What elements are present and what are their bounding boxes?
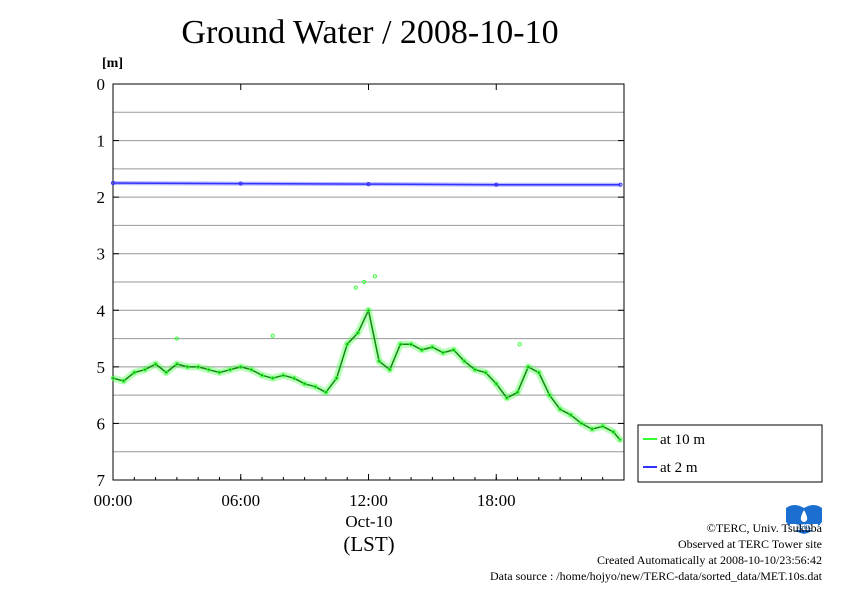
data-point-at-10-m bbox=[217, 370, 222, 375]
outlier-point-at-10-m bbox=[353, 285, 358, 290]
data-point-at-10-m bbox=[153, 361, 158, 367]
data-point-at-10-m bbox=[515, 390, 520, 395]
data-point-at-10-m bbox=[313, 384, 318, 389]
credit-datasource: Data source : /home/hojyo/new/TERC-data/… bbox=[489, 569, 822, 583]
x-date-label: Oct-10 bbox=[345, 512, 392, 531]
data-point-at-10-m bbox=[483, 370, 488, 375]
x-tick-label-1200: 12:00 bbox=[349, 491, 388, 510]
data-point-at-10-m bbox=[270, 376, 275, 381]
outlier-point-at-10-m bbox=[270, 333, 275, 338]
data-point-at-10-m bbox=[355, 330, 360, 336]
legend-label-at-2m: at 2 m bbox=[660, 460, 698, 476]
data-point-at-10-m bbox=[526, 364, 531, 369]
data-point-at-10-m bbox=[579, 421, 584, 426]
data-point-at-10-m bbox=[228, 367, 233, 372]
data-point-at-10-m bbox=[472, 367, 478, 372]
credit-observed: Observed at TERC Tower site bbox=[677, 537, 822, 551]
y-tick-label-4: 4 bbox=[97, 301, 106, 320]
data-point-at-10-m bbox=[259, 373, 265, 378]
data-point-at-10-m bbox=[281, 373, 286, 378]
y-ticks: 0 1 2 3 4 5 6 7 bbox=[97, 75, 624, 490]
data-point-at-10-m bbox=[451, 347, 456, 352]
x-ticks: 00:00 06:00 12:00 18:00 bbox=[94, 84, 625, 510]
legend: at 10 m at 2 m bbox=[637, 424, 823, 483]
data-point-at-2-m bbox=[366, 182, 371, 187]
grid-lines bbox=[113, 111, 624, 453]
y-tick-label-2: 2 bbox=[97, 188, 106, 207]
credits-block: ©TERC, Univ. Tsukuba Observed at TERC To… bbox=[490, 520, 822, 584]
x-tick-label-0600: 06:00 bbox=[221, 491, 260, 510]
data-point-at-2-m bbox=[110, 180, 116, 186]
y-tick-label-1: 1 bbox=[97, 132, 106, 151]
data-point-at-10-m bbox=[536, 370, 541, 375]
y-tick-label-0: 0 bbox=[97, 75, 106, 94]
y-axis-unit: [m] bbox=[102, 56, 123, 71]
data-point-at-10-m bbox=[377, 359, 382, 364]
data-point-at-10-m bbox=[142, 367, 148, 372]
data-point-at-10-m bbox=[291, 376, 297, 381]
outlier-point-at-10-m bbox=[372, 274, 377, 279]
x-tick-label-1800: 18:00 bbox=[477, 491, 516, 510]
data-point-at-10-m bbox=[132, 370, 137, 375]
y-tick-label-5: 5 bbox=[97, 358, 106, 377]
legend-label-at-10m: at 10 m bbox=[660, 432, 705, 448]
x-axis-label: (LST) bbox=[343, 532, 394, 556]
legend-box bbox=[637, 424, 823, 483]
data-point-at-10-m bbox=[196, 364, 201, 369]
data-point-at-10-m bbox=[174, 361, 179, 367]
y-tick-label-3: 3 bbox=[97, 245, 106, 264]
y-tick-label-6: 6 bbox=[97, 414, 106, 433]
data-point-at-10-m bbox=[547, 393, 552, 398]
data-point-at-10-m bbox=[164, 370, 169, 375]
series-layer bbox=[110, 180, 624, 443]
data-point-at-10-m bbox=[504, 395, 509, 401]
data-point-at-10-m bbox=[494, 381, 499, 386]
data-point-at-10-m bbox=[323, 390, 329, 395]
credit-copyright: ©TERC, Univ. Tsukuba bbox=[706, 521, 822, 535]
outlier-point-at-10-m bbox=[362, 279, 367, 285]
data-point-at-10-m bbox=[121, 378, 126, 384]
data-point-at-10-m bbox=[302, 381, 307, 386]
data-point-at-10-m bbox=[589, 426, 595, 432]
svg-text:TERC: TERC bbox=[795, 524, 812, 531]
series-line-at-10-m bbox=[112, 309, 622, 441]
data-point-at-2-m bbox=[618, 182, 623, 187]
data-point-at-10-m bbox=[334, 376, 339, 381]
data-point-at-10-m bbox=[462, 359, 467, 364]
credit-created: Created Automatically at 2008-10-10/23:5… bbox=[597, 553, 822, 567]
data-point-at-10-m bbox=[611, 429, 616, 435]
data-point-at-10-m bbox=[558, 407, 563, 412]
series-band-at-10-m bbox=[112, 306, 624, 443]
data-point-at-10-m bbox=[387, 367, 392, 372]
outlier-point-at-10-m bbox=[174, 336, 179, 341]
data-point-at-10-m bbox=[440, 350, 446, 355]
data-point-at-10-m bbox=[345, 342, 350, 347]
chart-title: Ground Water / 2008-10-10 bbox=[181, 14, 559, 51]
data-point-at-10-m bbox=[618, 438, 623, 443]
terc-logo-icon: TERC bbox=[784, 502, 824, 536]
data-point-at-10-m bbox=[430, 344, 435, 350]
data-point-at-10-m bbox=[110, 376, 116, 381]
data-point-at-10-m bbox=[398, 342, 403, 347]
data-point-at-2-m bbox=[494, 182, 499, 187]
data-point-at-10-m bbox=[600, 424, 605, 429]
data-point-at-10-m bbox=[419, 347, 424, 352]
data-point-at-10-m bbox=[408, 342, 414, 347]
data-point-at-10-m bbox=[206, 367, 211, 372]
data-point-at-10-m bbox=[366, 308, 371, 313]
data-point-at-10-m bbox=[185, 364, 190, 369]
data-point-at-10-m bbox=[249, 367, 254, 372]
x-tick-label-0000: 00:00 bbox=[94, 491, 133, 510]
outlier-point-at-10-m bbox=[517, 342, 522, 347]
y-tick-label-7: 7 bbox=[97, 471, 106, 490]
data-point-at-2-m bbox=[238, 181, 243, 186]
data-point-at-10-m bbox=[568, 412, 573, 418]
data-point-at-10-m bbox=[238, 364, 243, 369]
series-line-at-2-m bbox=[112, 182, 621, 186]
